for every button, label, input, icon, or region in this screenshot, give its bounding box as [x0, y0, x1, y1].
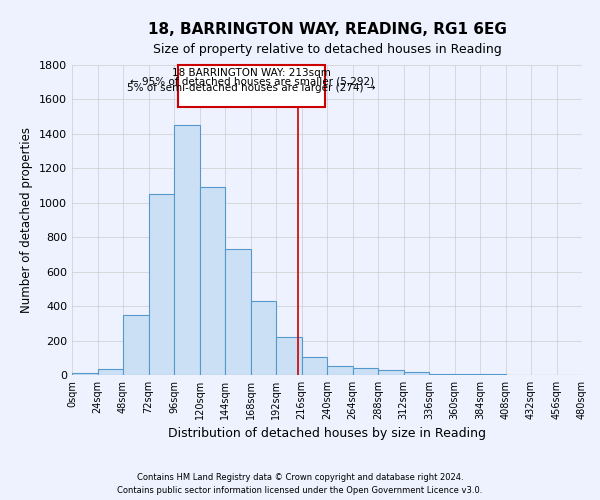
- Text: Contains HM Land Registry data © Crown copyright and database right 2024.: Contains HM Land Registry data © Crown c…: [137, 472, 463, 482]
- Text: Size of property relative to detached houses in Reading: Size of property relative to detached ho…: [152, 42, 502, 56]
- Bar: [455, 374, 480, 375]
- Bar: [327, 366, 353, 375]
- Bar: [123, 314, 149, 375]
- Bar: [97, 369, 123, 375]
- Text: 18, BARRINGTON WAY, READING, RG1 6EG: 18, BARRINGTON WAY, READING, RG1 6EG: [148, 22, 506, 38]
- Text: Contains public sector information licensed under the Open Government Licence v3: Contains public sector information licen…: [118, 486, 482, 495]
- Bar: [302, 357, 327, 375]
- Bar: [480, 374, 505, 375]
- Bar: [199, 188, 225, 375]
- Bar: [429, 374, 455, 375]
- Bar: [174, 126, 199, 375]
- FancyBboxPatch shape: [178, 65, 325, 107]
- Bar: [225, 250, 251, 375]
- X-axis label: Distribution of detached houses by size in Reading: Distribution of detached houses by size …: [168, 428, 486, 440]
- Bar: [251, 301, 276, 375]
- Bar: [404, 372, 429, 375]
- Bar: [353, 368, 378, 375]
- Bar: [149, 194, 174, 375]
- Bar: [276, 337, 302, 375]
- Bar: [72, 374, 97, 375]
- Y-axis label: Number of detached properties: Number of detached properties: [20, 127, 34, 313]
- Text: 5% of semi-detached houses are larger (274) →: 5% of semi-detached houses are larger (2…: [127, 83, 376, 93]
- Text: ← 95% of detached houses are smaller (5,292): ← 95% of detached houses are smaller (5,…: [130, 76, 374, 86]
- Bar: [378, 370, 404, 375]
- Text: 18 BARRINGTON WAY: 213sqm: 18 BARRINGTON WAY: 213sqm: [172, 68, 331, 78]
